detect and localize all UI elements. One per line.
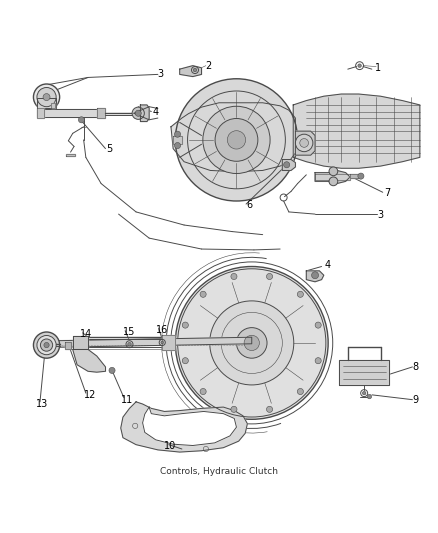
Circle shape (266, 406, 272, 413)
Polygon shape (121, 402, 247, 452)
Polygon shape (339, 360, 389, 385)
Circle shape (33, 332, 60, 358)
Polygon shape (180, 66, 201, 77)
Circle shape (40, 339, 53, 351)
Circle shape (315, 358, 321, 364)
Circle shape (297, 291, 304, 297)
Text: 3: 3 (378, 210, 384, 220)
Circle shape (237, 328, 267, 358)
Polygon shape (66, 154, 75, 157)
Text: Controls, Hydraulic Clutch: Controls, Hydraulic Clutch (160, 467, 278, 476)
Circle shape (203, 106, 270, 174)
Text: 4: 4 (324, 260, 330, 270)
Circle shape (33, 84, 60, 110)
Polygon shape (171, 103, 295, 171)
Polygon shape (306, 271, 324, 282)
Circle shape (297, 389, 304, 394)
Circle shape (300, 139, 308, 147)
Circle shape (244, 335, 259, 351)
Polygon shape (51, 103, 55, 108)
Circle shape (358, 64, 361, 67)
Circle shape (37, 335, 56, 354)
Text: 3: 3 (157, 69, 163, 79)
Circle shape (295, 134, 313, 152)
Circle shape (128, 343, 131, 346)
Circle shape (175, 79, 297, 201)
Polygon shape (141, 105, 149, 122)
Polygon shape (73, 350, 106, 372)
Text: 8: 8 (413, 362, 419, 372)
Circle shape (109, 367, 115, 374)
Circle shape (329, 167, 338, 176)
Circle shape (227, 131, 246, 149)
Circle shape (174, 131, 180, 138)
Circle shape (78, 117, 85, 123)
Circle shape (231, 273, 237, 279)
Circle shape (367, 394, 371, 399)
Circle shape (362, 391, 366, 395)
Polygon shape (173, 135, 182, 144)
Text: 11: 11 (121, 394, 134, 405)
Text: 1: 1 (375, 63, 381, 73)
Circle shape (284, 161, 290, 168)
Polygon shape (65, 342, 71, 349)
Text: 15: 15 (124, 327, 136, 337)
Polygon shape (73, 336, 88, 350)
Text: 14: 14 (80, 329, 92, 339)
Polygon shape (315, 174, 350, 180)
Text: 13: 13 (36, 399, 48, 409)
Circle shape (200, 291, 206, 297)
Circle shape (135, 110, 141, 116)
Circle shape (210, 301, 294, 385)
Polygon shape (293, 94, 420, 168)
Text: 2: 2 (205, 61, 211, 71)
Circle shape (200, 389, 206, 394)
Circle shape (231, 406, 237, 413)
Text: 10: 10 (164, 440, 176, 450)
Polygon shape (143, 407, 237, 446)
Circle shape (175, 266, 328, 419)
Text: 9: 9 (413, 394, 419, 405)
Text: 6: 6 (247, 200, 253, 211)
Circle shape (193, 68, 197, 72)
Polygon shape (37, 108, 44, 118)
Circle shape (311, 272, 318, 279)
Circle shape (329, 177, 338, 185)
Circle shape (315, 322, 321, 328)
Polygon shape (55, 337, 252, 348)
Polygon shape (162, 335, 175, 350)
Circle shape (43, 94, 50, 101)
Circle shape (182, 358, 188, 364)
Circle shape (266, 273, 272, 279)
Polygon shape (37, 109, 103, 117)
Polygon shape (283, 159, 295, 171)
Text: 12: 12 (84, 390, 96, 400)
Circle shape (215, 118, 258, 161)
Text: 4: 4 (152, 107, 159, 117)
Text: 7: 7 (384, 188, 390, 198)
Circle shape (174, 142, 180, 149)
Polygon shape (350, 174, 359, 179)
Polygon shape (295, 131, 315, 155)
Polygon shape (37, 99, 56, 108)
Circle shape (132, 107, 145, 119)
Polygon shape (97, 108, 106, 118)
Text: 16: 16 (156, 325, 168, 335)
Circle shape (161, 341, 163, 344)
Text: 5: 5 (106, 144, 112, 155)
Circle shape (37, 87, 56, 107)
Polygon shape (315, 171, 350, 183)
Circle shape (44, 343, 49, 348)
Circle shape (182, 322, 188, 328)
Circle shape (358, 173, 364, 179)
